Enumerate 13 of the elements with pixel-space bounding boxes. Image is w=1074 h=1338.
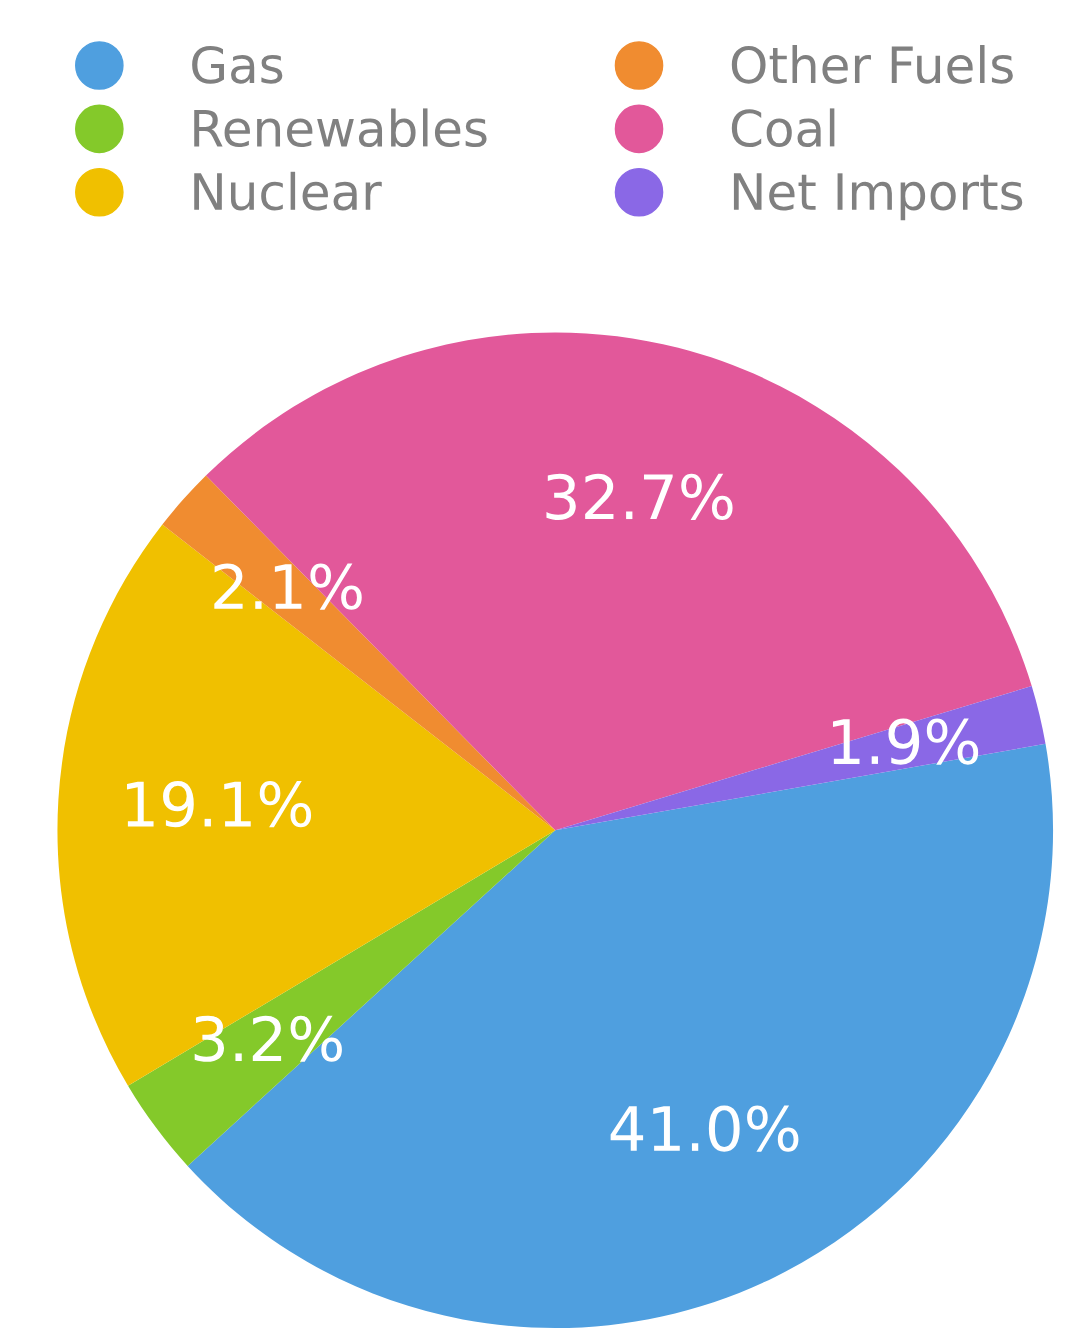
legend-label: Renewables [194,108,487,148]
pie-slice [128,830,556,1166]
pie-slice [555,686,1046,831]
data-label: 19.1% [127,781,312,828]
data-label: 1.9% [832,718,979,765]
data-label: 32.7% [546,473,733,520]
legend-label: Net Imports [733,173,1023,221]
legend-label: Nuclear [194,171,382,211]
data-label: 41.0% [610,1105,799,1152]
legend-label: Coal [731,108,835,148]
legend-label: Gas [192,45,283,84]
legend-label: Other Fuels [731,45,1013,84]
pie-slice [57,524,556,1086]
